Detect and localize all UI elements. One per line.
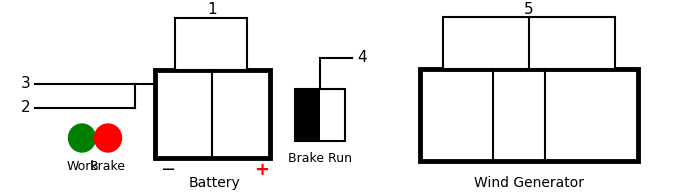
Text: 3: 3 xyxy=(21,76,31,92)
Text: +: + xyxy=(255,161,270,179)
Text: Battery: Battery xyxy=(189,176,241,190)
Bar xyxy=(295,89,320,141)
Text: 4: 4 xyxy=(357,51,366,65)
Bar xyxy=(155,70,270,158)
Text: 5: 5 xyxy=(524,2,534,16)
Text: −: − xyxy=(161,161,176,179)
Text: 1: 1 xyxy=(208,2,217,16)
Ellipse shape xyxy=(95,124,121,152)
Bar xyxy=(420,69,638,161)
Text: Wind Generator: Wind Generator xyxy=(474,176,584,190)
Bar xyxy=(443,17,615,69)
Bar xyxy=(175,18,247,70)
Text: Brake: Brake xyxy=(90,160,126,173)
Text: 2: 2 xyxy=(21,101,31,115)
Bar xyxy=(295,89,345,141)
Ellipse shape xyxy=(69,124,95,152)
Text: Work: Work xyxy=(66,160,98,173)
Text: Brake Run: Brake Run xyxy=(288,152,352,165)
